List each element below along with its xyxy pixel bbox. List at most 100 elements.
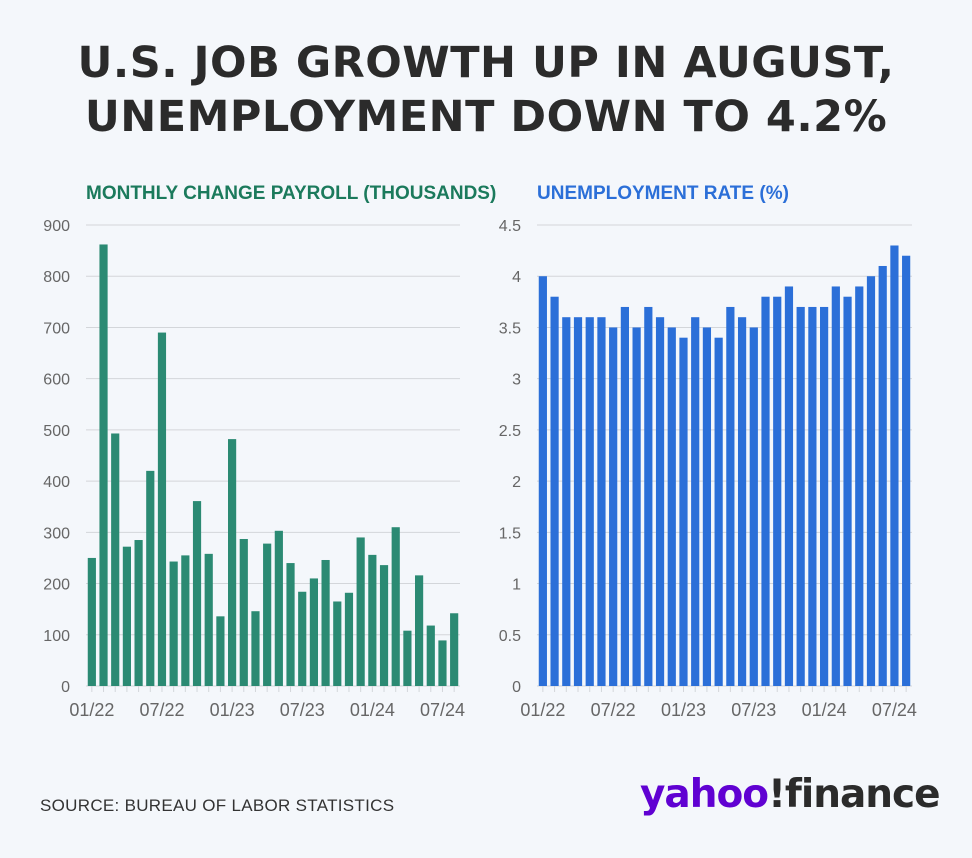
payroll-bar-05/24 (415, 575, 424, 686)
payroll-bar-06/23 (286, 563, 295, 686)
unemployment-y-tick-label: 3.5 (499, 320, 521, 337)
unemployment-y-tick-label: 1 (512, 577, 521, 594)
unemployment-bar-02/24 (831, 286, 840, 686)
unemployment-bar-04/23 (714, 337, 723, 686)
unemployment-x-tick-label: 07/23 (731, 700, 776, 720)
payroll-y-tick-label: 500 (43, 423, 70, 440)
payroll-bar-05/23 (274, 530, 283, 686)
payroll-bar-04/24 (403, 630, 412, 686)
unemployment-chart-title: UNEMPLOYMENT RATE (%) (537, 183, 789, 204)
unemployment-bar-07/23 (749, 327, 758, 686)
payroll-y-tick-label: 600 (43, 372, 70, 389)
payroll-bar-07/22 (157, 332, 167, 686)
unemployment-y-tick-label: 1.5 (499, 525, 521, 542)
unemployment-y-tick-label: 2 (512, 474, 521, 491)
payroll-bar-04/22 (122, 546, 131, 686)
unemployment-x-tick-label: 01/24 (802, 700, 847, 720)
payroll-bar-11/23 (344, 592, 354, 686)
payroll-bar-07/24 (438, 640, 447, 686)
payroll-y-tick-label: 0 (61, 679, 70, 696)
unemployment-bar-12/22 (667, 327, 676, 686)
payroll-x-tick-label: 07/24 (420, 700, 465, 720)
payroll-chart-title: MONTHLY CHANGE PAYROLL (THOUSANDS) (86, 183, 497, 204)
payroll-bar-03/22 (111, 433, 120, 686)
unemployment-bar-07/24 (890, 245, 899, 686)
unemployment-bar-08/22 (620, 306, 629, 686)
payroll-x-tick-label: 07/23 (280, 700, 325, 720)
unemployment-y-tick-label: 0 (512, 679, 521, 696)
payroll-bar-08/23 (309, 578, 318, 686)
payroll-bar-07/23 (298, 591, 307, 686)
payroll-x-tick-label: 01/22 (69, 700, 114, 720)
payroll-y-tick-label: 400 (43, 474, 70, 491)
unemployment-bar-12/23 (808, 306, 817, 686)
payroll-bar-12/23 (356, 537, 365, 686)
payroll-bar-04/23 (263, 543, 272, 686)
headline-line-1: U.S. JOB GROWTH UP IN AUGUST, (77, 38, 895, 88)
payroll-bar-01/22 (87, 557, 96, 686)
unemployment-x-tick-label: 01/22 (520, 700, 565, 720)
unemployment-bar-10/22 (644, 306, 653, 686)
unemployment-y-tick-label: 4.5 (499, 218, 521, 235)
payroll-y-tick-label: 800 (43, 269, 70, 286)
payroll-bar-10/22 (192, 501, 202, 686)
payroll-bar-06/24 (426, 625, 435, 686)
unemployment-bar-11/22 (655, 317, 665, 686)
payroll-y-tick-label: 300 (43, 525, 70, 542)
unemployment-bar-08/23 (761, 296, 770, 686)
payroll-bar-08/24 (450, 613, 459, 686)
payroll-bar-01/23 (228, 439, 237, 686)
brand-yahoo-text: yahoo (640, 772, 769, 817)
payroll-y-tick-label: 900 (43, 218, 70, 235)
unemployment-x-tick-label: 07/24 (872, 700, 917, 720)
payroll-x-tick-label: 01/23 (210, 700, 255, 720)
payroll-bar-01/24 (368, 554, 377, 686)
payroll-bar-06/22 (146, 470, 155, 686)
headline: U.S. JOB GROWTH UP IN AUGUST, UNEMPLOYME… (0, 36, 972, 144)
unemployment-bar-07/22 (609, 327, 618, 686)
unemployment-bar-02/23 (691, 317, 700, 686)
unemployment-x-tick-label: 07/22 (591, 700, 636, 720)
unemployment-bar-05/22 (585, 317, 594, 686)
source-note: SOURCE: BUREAU OF LABOR STATISTICS (40, 796, 395, 815)
unemployment-y-tick-label: 2.5 (499, 423, 521, 440)
unemployment-bar-01/24 (820, 306, 829, 686)
unemployment-bar-06/23 (737, 317, 747, 686)
headline-line-2: UNEMPLOYMENT DOWN TO 4.2% (84, 92, 888, 142)
payroll-bar-02/22 (99, 244, 108, 686)
unemployment-x-tick-label: 01/23 (661, 700, 706, 720)
unemployment-bar-05/24 (866, 276, 876, 686)
payroll-bar-11/22 (204, 553, 213, 686)
payroll-bar-12/22 (216, 616, 225, 686)
unemployment-bar-05/23 (726, 306, 735, 686)
payroll-y-tick-label: 200 (43, 577, 70, 594)
payroll-y-tick-label: 100 (43, 628, 70, 645)
payroll-bar-08/22 (169, 561, 178, 686)
unemployment-bar-04/24 (855, 286, 864, 686)
payroll-x-tick-label: 01/24 (350, 700, 395, 720)
payroll-bar-03/24 (391, 527, 400, 686)
unemployment-bar-09/23 (773, 296, 782, 686)
unemployment-bar-03/23 (702, 327, 712, 686)
payroll-bar-05/22 (134, 540, 143, 686)
unemployment-y-tick-label: 4 (512, 269, 521, 286)
payroll-bar-09/22 (181, 555, 190, 686)
unemployment-bar-04/22 (573, 317, 583, 686)
unemployment-bar-10/23 (784, 286, 794, 686)
payroll-bar-02/24 (379, 565, 389, 686)
brand-finance-text: !finance (768, 772, 941, 817)
payroll-bar-02/23 (239, 538, 248, 686)
unemployment-bar-03/24 (843, 296, 852, 686)
unemployment-y-tick-label: 3 (512, 372, 521, 389)
yahoo-finance-logo: yahoo!finance (640, 772, 941, 817)
payroll-y-tick-label: 700 (43, 320, 70, 337)
unemployment-bar-06/24 (878, 265, 887, 686)
unemployment-bar-01/23 (679, 337, 688, 686)
payroll-bar-03/23 (251, 611, 260, 686)
payroll-bar-09/23 (321, 559, 330, 686)
unemployment-bar-06/22 (597, 317, 606, 686)
unemployment-bar-03/22 (562, 317, 571, 686)
unemployment-bar-08/24 (902, 255, 911, 686)
payroll-bar-10/23 (333, 601, 342, 686)
